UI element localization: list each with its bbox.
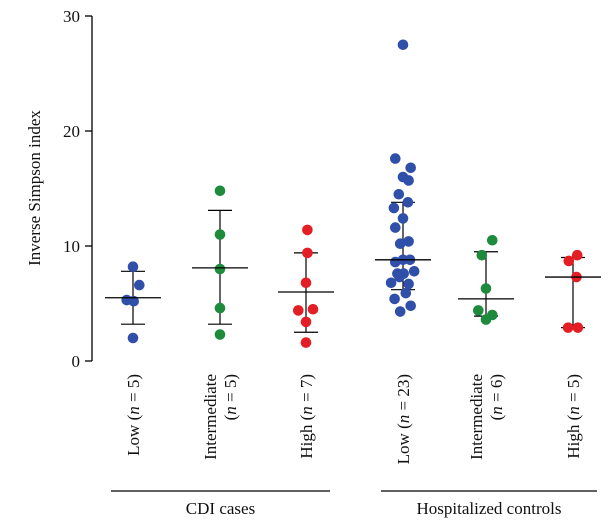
data-point [394,238,406,249]
data-point [128,295,139,307]
data-point [134,279,145,291]
data-point [127,261,139,273]
data-point [397,213,409,224]
data-point [408,266,420,277]
category-label-line2: (n = 6) [487,374,506,420]
data-point [390,222,401,233]
data-point [300,337,312,348]
data-point [572,322,584,333]
data-point [388,202,400,214]
category-label: High (n = 7) [297,374,316,459]
data-point [571,249,583,261]
data-point [403,236,414,247]
data-point [300,316,312,328]
data-point [302,224,313,236]
category-label-text: Low (n = 5) [124,374,143,456]
y-tick-label: 30 [63,7,80,26]
data-point [307,303,319,315]
data-point [480,283,492,294]
data-point [403,175,414,186]
data-point [214,185,226,197]
data-point [214,302,226,314]
data-point [302,247,313,259]
data-point [405,300,417,312]
y-axis-label: Inverse Simpson index [25,110,44,266]
data-point [214,229,226,240]
data-point [393,188,405,200]
axes: 0 10 20 30 [63,7,93,371]
y-tick-label: 10 [63,237,80,256]
data-point [214,329,226,340]
data-point [214,263,226,275]
data-point [127,332,139,344]
category-label-line1: Intermediate [467,374,486,460]
category-label-line1: Intermediate [201,374,220,460]
data-point [397,39,409,51]
data-point [562,322,574,333]
category-label: Low (n = 5) [124,374,143,456]
y-tick-label: 20 [63,122,80,141]
category-label: Intermediate (n = 6) [467,374,506,460]
y-tick-label: 0 [72,352,81,371]
category-label: Low (n = 23) [394,374,413,464]
data-point [394,306,406,317]
category-label-text: High (n = 5) [564,374,583,459]
data-point [300,277,312,289]
category-label-line2: (n = 5) [221,374,240,420]
data-point [476,249,488,261]
category-label: Intermediate (n = 5) [201,374,240,460]
data-point [405,162,417,174]
data-point [385,277,397,289]
group-label: CDI cases [186,499,255,518]
data-point [480,314,492,325]
data-point [394,271,405,283]
data-point [400,287,412,299]
data-point [563,255,575,267]
data-point [473,305,484,316]
data-point [389,293,400,305]
group-label: Hospitalized controls [417,499,562,518]
data-point [390,153,401,164]
category-labels: Low (n = 5) Intermediate (n = 5)High (n = … [111,374,597,518]
marks [105,39,601,348]
category-label: High (n = 5) [564,374,583,459]
data-point [403,278,414,290]
data-point [293,305,304,316]
category-label-text: Low (n = 23) [394,374,413,464]
category-label-text: High (n = 7) [297,374,316,459]
data-point [487,234,498,246]
data-point [402,197,414,208]
